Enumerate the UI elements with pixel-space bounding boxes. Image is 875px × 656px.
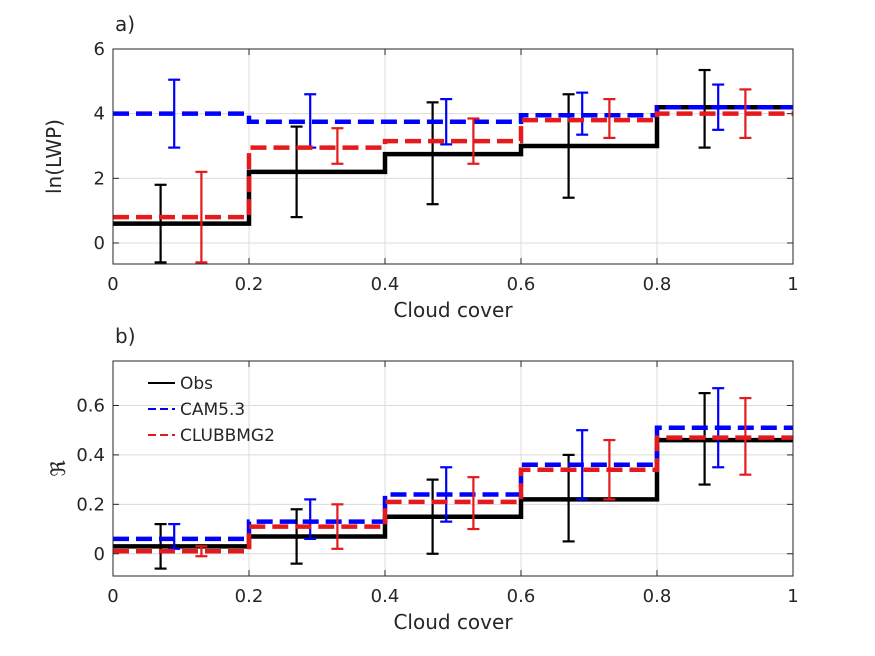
plot-area [113, 49, 793, 264]
series-line-0 [113, 104, 793, 226]
error-bar [712, 387, 725, 469]
y-axis-label: ln(LWP) [42, 119, 66, 194]
x-tick-label: 0 [107, 586, 118, 607]
x-tick-label: 0.4 [371, 274, 400, 295]
x-tick-label: 0.8 [643, 274, 672, 295]
error-bar [576, 91, 589, 136]
error-bar [739, 396, 752, 476]
x-tick-label: 0.6 [507, 274, 536, 295]
x-tick-label: 0 [107, 274, 118, 295]
error-bar [195, 170, 208, 264]
error-bar [603, 438, 616, 501]
error-bar [195, 545, 208, 558]
x-axis-label: Cloud cover [393, 298, 513, 322]
error-bar [467, 117, 480, 165]
error-bar [440, 466, 453, 523]
y-tick-label: 0.6 [76, 395, 105, 416]
y-tick-label: 0 [94, 233, 105, 254]
error-bar [304, 498, 317, 541]
y-tick-label: 2 [94, 168, 105, 189]
error-bar [562, 93, 575, 199]
error-bar [331, 127, 344, 165]
x-tick-label: 0.2 [235, 274, 264, 295]
error-bar [603, 98, 616, 140]
series-line-2 [113, 111, 793, 220]
axes-frame [112, 360, 794, 577]
x-tick-label: 0.6 [507, 586, 536, 607]
error-bar [440, 98, 453, 146]
x-tick-label: 0.2 [235, 586, 264, 607]
y-tick-label: 6 [94, 39, 105, 60]
error-bar [698, 68, 711, 149]
error-bar [426, 478, 439, 555]
error-bar [290, 508, 303, 565]
plot-area [113, 361, 793, 576]
series-line-1 [113, 104, 793, 124]
error-bar [168, 78, 181, 149]
y-axis-label: ℜ [46, 460, 70, 477]
error-bar [154, 183, 167, 264]
y-tick-label: 4 [94, 104, 105, 125]
legend-label: CAM5.3 [180, 400, 245, 420]
y-tick-label: 0 [94, 544, 105, 565]
x-tick-label: 1 [787, 274, 798, 295]
series-line-2 [113, 435, 793, 554]
error-bar [467, 476, 480, 531]
error-bar [712, 83, 725, 131]
error-bar [290, 125, 303, 219]
error-bar [739, 88, 752, 140]
x-tick-label: 0.8 [643, 586, 672, 607]
panel-label: a) [115, 12, 135, 36]
axes-frame [112, 48, 794, 265]
legend-label: Obs [180, 374, 213, 394]
y-tick-label: 0.4 [76, 445, 105, 466]
x-tick-label: 0.4 [371, 586, 400, 607]
y-tick-label: 0.2 [76, 494, 105, 515]
x-tick-label: 1 [787, 586, 798, 607]
error-bar [426, 101, 439, 206]
panel-label: b) [115, 324, 136, 348]
x-axis-label: Cloud cover [393, 610, 513, 634]
error-bar [331, 503, 344, 550]
legend-label: CLUBBMG2 [180, 426, 275, 446]
error-bar [576, 429, 589, 501]
error-bar [168, 523, 181, 550]
error-bar [154, 523, 167, 570]
